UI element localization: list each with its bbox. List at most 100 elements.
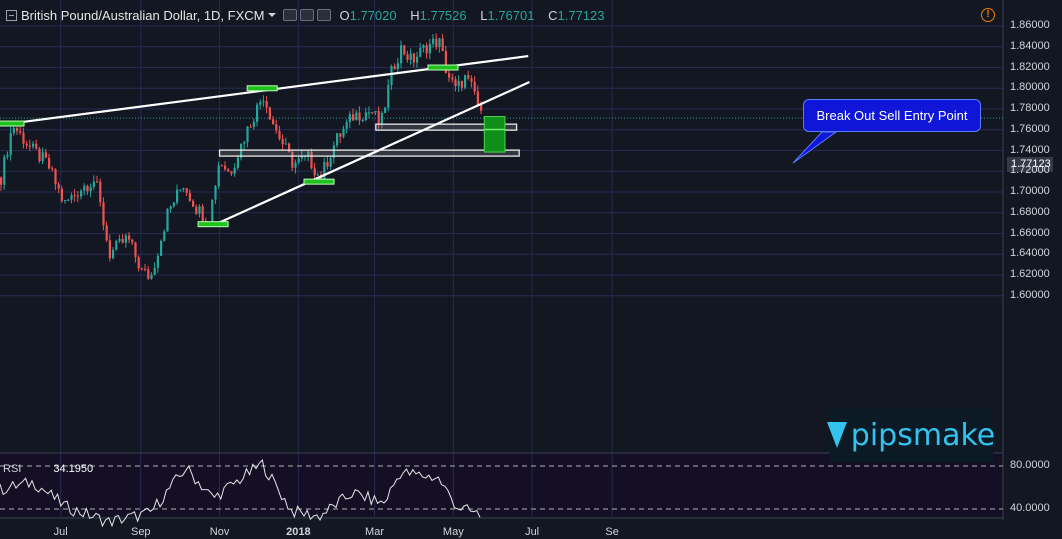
candle-body [355, 112, 358, 121]
candle-body [92, 181, 95, 188]
candle-body [249, 126, 252, 128]
candle-body [345, 122, 348, 129]
price-axis-label: 1.74000 [1010, 143, 1050, 156]
candle-body [105, 225, 108, 241]
candle-body [25, 143, 28, 146]
candle-body [448, 72, 451, 78]
candle-body [451, 77, 454, 80]
time-axis-label: May [442, 526, 464, 538]
candle-body [198, 206, 201, 214]
rsi-axis-label: 40.0000 [1010, 502, 1050, 514]
candle-body [288, 143, 291, 152]
close-icon[interactable] [317, 9, 332, 21]
candle-body [252, 121, 255, 127]
candle-body [217, 165, 220, 187]
candle-body [294, 162, 297, 168]
rsi-line [0, 458, 481, 528]
candle-body [364, 112, 367, 120]
candle-body [70, 195, 73, 200]
candle-body [476, 91, 479, 105]
candle-body [67, 199, 70, 201]
candle-body [467, 75, 470, 79]
candle-body [428, 43, 431, 54]
candle-body [131, 239, 134, 243]
rsi-value: 34.1950 [53, 463, 94, 475]
low-value: 1.76701 [487, 7, 535, 23]
candle-body [112, 249, 115, 259]
annotation-callout[interactable]: Break Out Sell Entry Point [803, 99, 981, 132]
candle-body [169, 206, 172, 209]
candle-body [272, 119, 275, 125]
candle-body [102, 202, 105, 226]
candle-body [32, 143, 35, 147]
trendline-lower [216, 81, 530, 225]
candle-body [185, 188, 188, 193]
price-axis-label: 1.84000 [1010, 39, 1050, 52]
candle-body [192, 200, 195, 207]
candle-body [326, 162, 329, 167]
candle-body [435, 38, 438, 47]
candle-body [230, 171, 233, 174]
candle-body [182, 188, 185, 190]
candle-body [358, 112, 361, 121]
alert-icon[interactable]: ! [981, 8, 995, 22]
candle-body [409, 53, 412, 60]
support-level [375, 123, 518, 131]
candle-body [371, 112, 374, 114]
candle-body [83, 185, 86, 191]
candle-body [48, 157, 51, 169]
candle-body [265, 101, 268, 108]
close-label: C [548, 7, 558, 23]
candle-body [454, 79, 457, 86]
candle-body [441, 38, 444, 51]
candle-body [374, 111, 377, 113]
rsi-axis-label: 80.0000 [1010, 459, 1050, 471]
candle-body [297, 158, 300, 163]
collapse-icon[interactable] [6, 9, 17, 21]
candle-body [473, 81, 476, 92]
time-axis-label: 2018 [286, 526, 311, 538]
candle-body [124, 235, 127, 243]
candle-body [329, 157, 332, 167]
candle-body [284, 143, 287, 145]
candle-body [403, 45, 406, 55]
candle-body [160, 240, 163, 256]
candle-body [348, 114, 351, 123]
candle-body [41, 152, 44, 162]
candle-body [393, 66, 396, 70]
candle-body [19, 131, 22, 133]
candle-body [108, 240, 111, 259]
rsi-label: RSI [3, 463, 22, 475]
candle-body [9, 132, 12, 155]
candle-body [262, 101, 265, 103]
candle-body [307, 151, 310, 156]
candle-body [313, 168, 316, 176]
logo-text: pipsmake [850, 417, 996, 453]
rsi-panel-background [0, 454, 1003, 516]
symbol-title[interactable]: British Pound/Australian Dollar, 1D, FXC… [21, 7, 265, 23]
candle-body [275, 124, 278, 131]
candle-body [64, 199, 67, 202]
pivot-marker [246, 85, 278, 92]
candle-body [179, 189, 182, 191]
candle-body [361, 119, 364, 121]
candle-body [153, 267, 156, 275]
rsi-legend: RSI 34.1950 [3, 463, 93, 475]
candle-body [406, 54, 409, 60]
candle-body [412, 53, 415, 63]
eye-icon[interactable] [283, 9, 298, 21]
candle-body [396, 63, 399, 70]
candle-body [416, 56, 419, 63]
time-axis-label: Mar [365, 526, 385, 538]
time-axis-label: Sep [130, 526, 151, 538]
support-level [218, 149, 520, 157]
chevron-down-icon[interactable] [268, 13, 277, 17]
candle-body [156, 255, 159, 268]
candle-body [278, 130, 281, 139]
candle-body [470, 78, 473, 82]
settings-icon[interactable] [300, 9, 315, 21]
time-axis-label: Jul [53, 526, 68, 538]
candle-body [323, 162, 326, 180]
candle-body [140, 268, 143, 270]
